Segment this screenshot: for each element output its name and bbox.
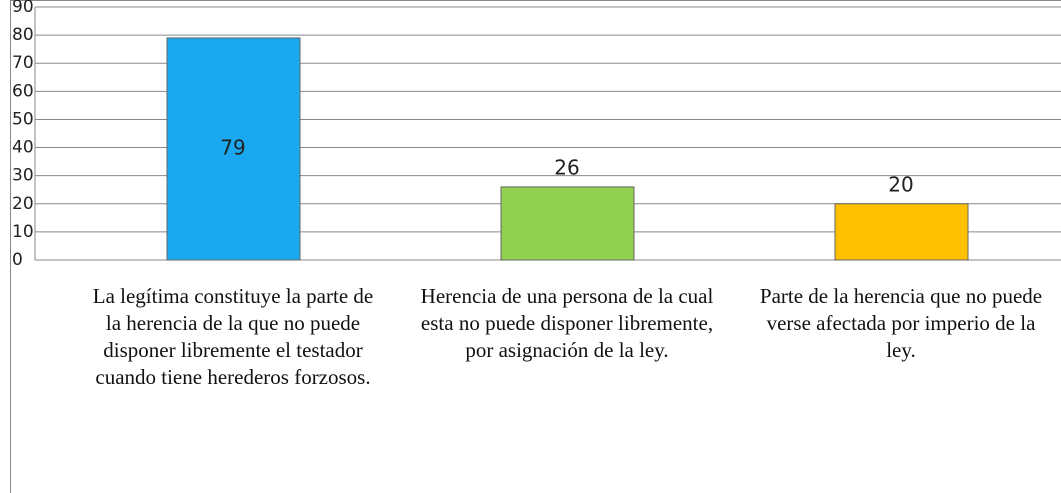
y-tick-label: 90 <box>12 0 34 17</box>
y-tick-label: 70 <box>12 53 34 73</box>
y-tick-label: 50 <box>12 109 34 129</box>
y-tick-label: 0 <box>12 250 23 270</box>
value-label: 20 <box>888 172 913 196</box>
y-tick-label: 30 <box>12 166 34 186</box>
y-tick-label: 80 <box>12 25 34 45</box>
value-label: 26 <box>554 155 579 179</box>
x-tick-label: Parte de la herencia que no puede verse … <box>759 284 1043 362</box>
bar <box>500 186 635 261</box>
y-tick-label: 40 <box>12 138 34 158</box>
bar <box>166 37 301 261</box>
value-label: 79 <box>220 135 245 159</box>
y-tick-label: 10 <box>12 222 34 242</box>
x-tick-label: La legítima constituye la parte de la he… <box>92 284 374 389</box>
chart-frame <box>10 0 1061 493</box>
bar <box>834 203 969 261</box>
y-tick-label: 60 <box>12 81 34 101</box>
x-tick-label: Herencia de una persona de la cual esta … <box>420 284 714 362</box>
y-tick-label: 20 <box>12 194 34 214</box>
